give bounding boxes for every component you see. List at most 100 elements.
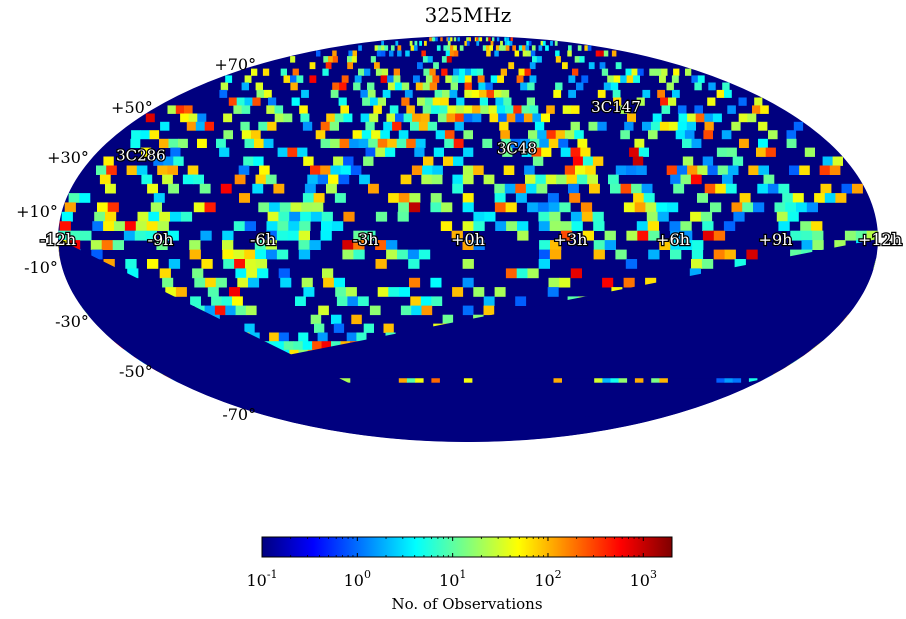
heatmap-cell: [757, 183, 769, 194]
heatmap-cell: [137, 211, 149, 222]
sky-map: [58, 36, 878, 442]
heatmap-cell: [353, 230, 365, 241]
heatmap-cell: [790, 230, 802, 241]
heatmap-cell: [219, 147, 230, 157]
heatmap-cell: [503, 97, 512, 106]
heatmap-cell: [395, 113, 404, 123]
heatmap-cell: [477, 75, 485, 83]
heatmap-cell: [703, 130, 713, 140]
heatmap-cell: [235, 268, 247, 279]
heatmap-cell: [64, 202, 76, 213]
heatmap-cell: [204, 305, 216, 316]
heatmap-cell: [79, 193, 91, 203]
heatmap-cell: [97, 202, 109, 213]
heatmap-cell: [620, 105, 629, 114]
heatmap-cell: [786, 138, 797, 148]
heatmap-cell: [572, 68, 579, 76]
heatmap-cell: [604, 240, 616, 250]
heatmap-cell: [489, 45, 493, 51]
heatmap-cell: [509, 40, 513, 46]
heatmap-cell: [301, 202, 313, 213]
heatmap-cell: [299, 221, 311, 231]
heatmap-cell: [647, 221, 659, 231]
heatmap-cell: [320, 121, 330, 131]
heatmap-cell: [582, 230, 594, 241]
heatmap-cell: [293, 341, 303, 351]
heatmap-cell: [381, 45, 385, 51]
heatmap-cell: [697, 165, 708, 175]
heatmap-cell: [335, 287, 347, 297]
heatmap-cell: [732, 156, 744, 166]
heatmap-cell: [192, 268, 204, 279]
calibrator-source-labels: 3C147 3C48 3C286: [115, 97, 642, 166]
heatmap-cell: [397, 50, 402, 57]
heatmap-cell: [333, 323, 345, 333]
heatmap-cell: [425, 75, 433, 83]
heatmap-cell: [61, 211, 73, 222]
heatmap-cell: [398, 193, 410, 203]
heatmap-cell: [657, 211, 669, 222]
heatmap-cell: [502, 45, 507, 51]
heatmap-cell: [660, 97, 669, 106]
heatmap-cell: [364, 68, 371, 76]
heatmap-cell: [295, 296, 306, 306]
heatmap-cell: [320, 165, 331, 175]
heatmap-cell: [661, 105, 671, 114]
heatmap-cell: [407, 249, 420, 260]
heatmap-cell: [244, 221, 256, 231]
heatmap-cell: [131, 130, 141, 140]
heatmap-cell: [462, 240, 474, 250]
heatmap-cell: [722, 82, 730, 91]
heatmap-cell: [575, 165, 586, 175]
heatmap-cell: [239, 193, 250, 203]
heatmap-cell: [439, 105, 448, 114]
heatmap-cell: [835, 193, 847, 203]
heatmap-cell: [597, 121, 607, 131]
heatmap-cell: [313, 193, 325, 203]
heatmap-cell: [280, 277, 292, 288]
heatmap-cell: [112, 240, 124, 250]
heatmap-cell: [246, 268, 258, 279]
heatmap-cell: [338, 97, 347, 106]
heatmap-cell: [193, 174, 204, 185]
heatmap-cell: [429, 68, 436, 76]
heatmap-cell: [310, 211, 323, 222]
heatmap-cell: [811, 221, 823, 231]
heatmap-cell: [302, 341, 313, 351]
heatmap-cell: [455, 113, 465, 123]
heatmap-cell: [501, 89, 510, 98]
heatmap-cell: [422, 56, 428, 63]
heatmap-cell: [765, 147, 776, 157]
heatmap-cell: [657, 89, 665, 98]
heatmap-cell: [333, 156, 344, 166]
heatmap-cell: [302, 193, 314, 203]
heatmap-cell: [193, 202, 205, 213]
heatmap-cell: [615, 165, 627, 175]
heatmap-cell: [252, 97, 261, 106]
heatmap-cell: [515, 183, 527, 194]
heatmap-cell: [298, 240, 310, 250]
heatmap-cell: [498, 113, 508, 123]
heatmap-cell: [330, 165, 341, 175]
heatmap-cell: [636, 97, 645, 106]
source-label: 3C147: [591, 98, 641, 116]
heatmap-cell: [599, 62, 606, 70]
heatmap-cell: [541, 113, 550, 123]
heatmap-cell: [774, 202, 786, 213]
heatmap-cell: [240, 121, 250, 131]
heatmap-cell: [359, 174, 370, 185]
heatmap-cell: [627, 113, 636, 123]
colorbar-tick-label: 100: [344, 568, 371, 590]
heatmap-cell: [453, 156, 464, 166]
heatmap-cell: [525, 45, 530, 51]
heatmap-cell: [725, 183, 737, 194]
heatmap-cell: [786, 130, 797, 140]
heatmap-cell: [549, 249, 562, 260]
heatmap-cell: [312, 202, 324, 213]
heatmap-cell: [607, 75, 615, 83]
heatmap-cell: [632, 156, 644, 166]
heatmap-cell: [156, 240, 168, 250]
heatmap-cell: [376, 50, 382, 57]
heatmap-cell: [352, 130, 363, 140]
heatmap-cell: [468, 37, 471, 42]
